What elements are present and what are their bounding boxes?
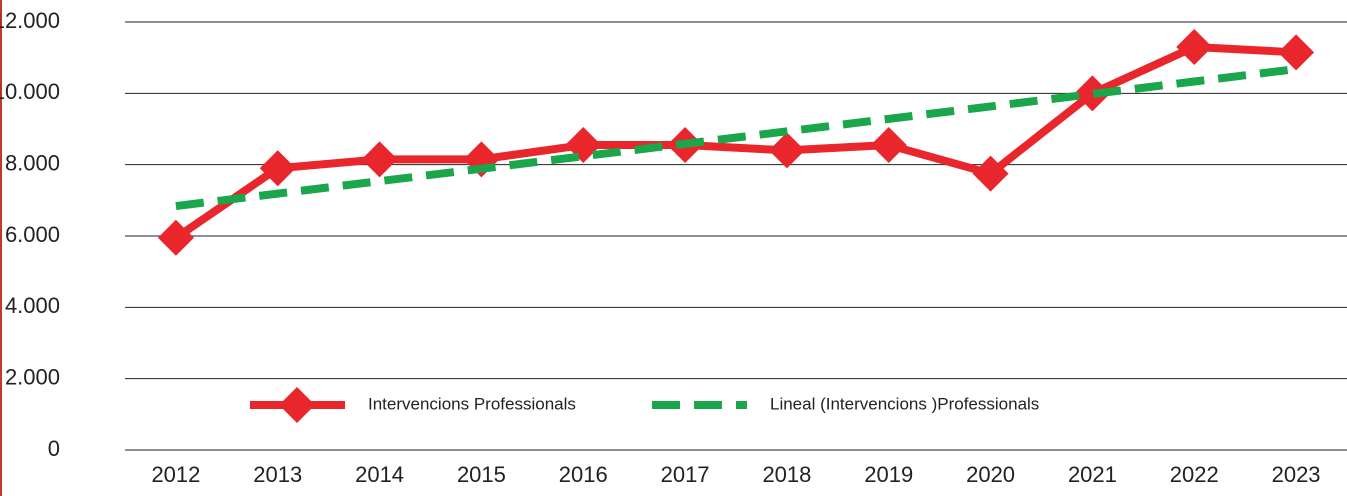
series-line [173,42,1297,242]
y-tick-label: 10.000 [0,79,60,104]
x-tick-label: 2017 [661,462,710,487]
x-tick-label: 2018 [762,462,811,487]
marker [972,155,1009,192]
marker [1074,75,1111,112]
marker [870,127,907,164]
trend-line [175,65,1297,211]
x-tick-label: 2016 [559,462,608,487]
marker [361,141,398,178]
y-tick-label: 8.000 [5,150,60,175]
x-tick-label: 2014 [355,462,404,487]
y-tick-label: 12.000 [0,8,60,33]
legend-label: Intervencions Professionals [368,394,576,413]
marker [259,150,296,187]
x-tick-label: 2013 [253,462,302,487]
x-tick-label: 2022 [1170,462,1219,487]
legend-marker [279,387,315,423]
x-tick-label: 2015 [457,462,506,487]
marker [1278,34,1315,71]
y-tick-label: 6.000 [5,222,60,247]
x-tick-label: 2021 [1068,462,1117,487]
y-tick-label: 2.000 [5,364,60,389]
y-tick-label: 0 [48,436,60,461]
y-tick-label: 4.000 [5,293,60,318]
x-tick-label: 2012 [151,462,200,487]
marker [157,219,194,256]
x-tick-label: 2023 [1272,462,1321,487]
marker [1176,28,1213,65]
x-tick-label: 2019 [864,462,913,487]
marker [768,132,805,169]
legend-label: Lineal (Intervencions )Professionals [770,394,1039,413]
x-tick-label: 2020 [966,462,1015,487]
